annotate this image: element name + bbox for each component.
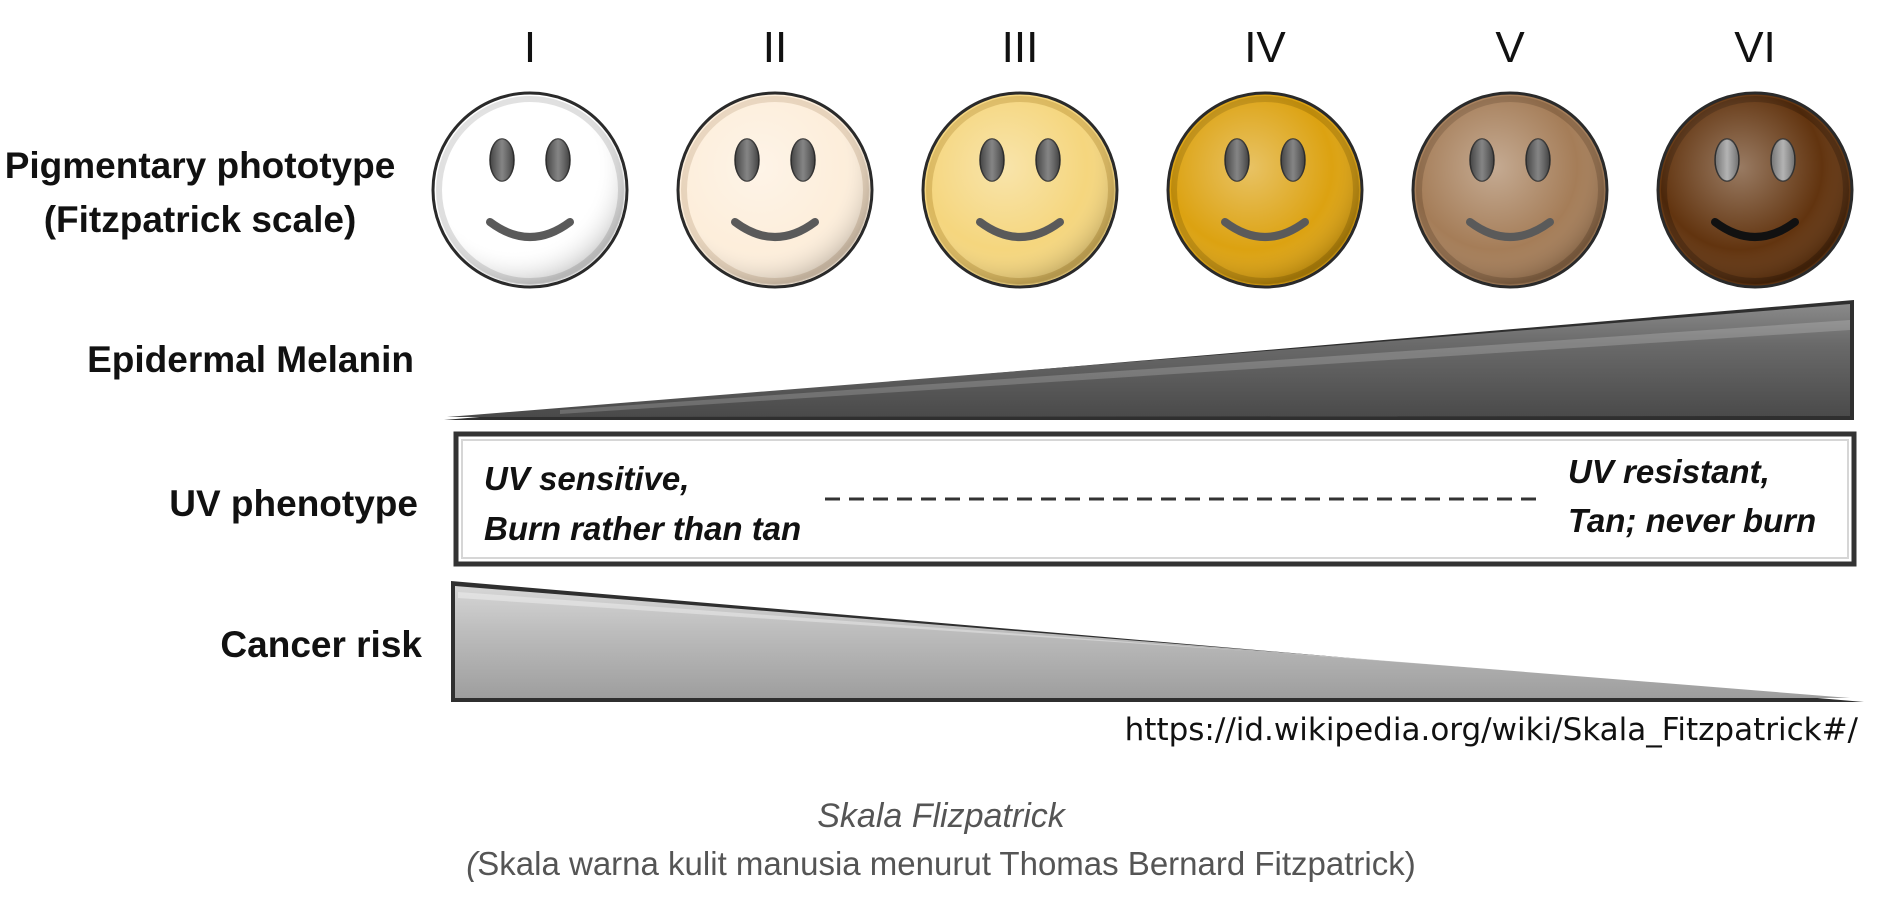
- right-eye-shade: [1526, 139, 1550, 181]
- face-type-1: I: [431, 23, 629, 289]
- left-eye-shade: [1225, 139, 1249, 181]
- face-shine: [680, 95, 870, 285]
- face-shine: [1415, 95, 1605, 285]
- melanin-wedge: [444, 300, 1854, 420]
- smile-mouth: [1221, 218, 1309, 241]
- uv-phenotype-box: [453, 431, 1857, 567]
- phototype-label-line1: Pigmentary phototype: [5, 145, 396, 186]
- caption-subtitle: (Skala warna kulit manusia menurut Thoma…: [0, 845, 1882, 883]
- right-eye-shade: [546, 139, 570, 181]
- face-shine: [1660, 95, 1850, 285]
- face-type-6: VI: [1656, 23, 1854, 289]
- face-type-3: III: [921, 23, 1119, 289]
- right-eye-shade: [1036, 139, 1060, 181]
- face-type-2: II: [676, 23, 874, 289]
- caption-paren: (: [466, 845, 478, 882]
- left-eye-shade: [980, 139, 1004, 181]
- face-type-4: IV: [1166, 23, 1364, 289]
- smile-mouth: [731, 218, 819, 241]
- face-shine: [435, 95, 625, 285]
- uv-phenotype-label: UV phenotype: [169, 483, 418, 524]
- smile-mouth: [1711, 218, 1799, 241]
- caption-subtitle-body: Skala warna kulit manusia menurut Thomas…: [477, 845, 1416, 882]
- phototype-faces: I II III IV V VI: [431, 23, 1854, 289]
- face-shine: [1170, 95, 1360, 285]
- left-eye-shade: [490, 139, 514, 181]
- source-url: https://id.wikipedia.org/wiki/Skala_Fitz…: [1125, 712, 1859, 748]
- phototype-numeral: II: [763, 23, 787, 72]
- phototype-numeral: IV: [1244, 23, 1286, 72]
- face-type-5: V: [1411, 23, 1609, 289]
- right-eye-shade: [1771, 139, 1795, 181]
- phototype-numeral: VI: [1734, 23, 1776, 72]
- burn-rather-than-tan-text: Burn rather than tan: [484, 510, 801, 547]
- smile-mouth: [1466, 218, 1554, 241]
- phototype-numeral: V: [1495, 23, 1525, 72]
- cancer-risk-wedge: [451, 581, 1864, 702]
- phototype-numeral: III: [1002, 23, 1039, 72]
- right-eye-shade: [1281, 139, 1305, 181]
- left-eye-shade: [1715, 139, 1739, 181]
- left-eye-shade: [1470, 139, 1494, 181]
- tan-never-burn-text: Tan; never burn: [1568, 502, 1816, 539]
- caption-title: Skala Flizpatrick: [817, 797, 1065, 835]
- uv-resistant-text: UV resistant,: [1568, 453, 1770, 490]
- smile-mouth: [486, 218, 574, 241]
- left-eye-shade: [735, 139, 759, 181]
- smile-mouth: [976, 218, 1064, 241]
- face-shine: [925, 95, 1115, 285]
- melanin-label: Epidermal Melanin: [87, 339, 414, 380]
- phototype-label-line2: (Fitzpatrick scale): [44, 199, 357, 240]
- uv-sensitive-text: UV sensitive,: [484, 460, 689, 497]
- cancer-risk-label: Cancer risk: [220, 624, 422, 665]
- phototype-numeral: I: [524, 23, 536, 72]
- right-eye-shade: [791, 139, 815, 181]
